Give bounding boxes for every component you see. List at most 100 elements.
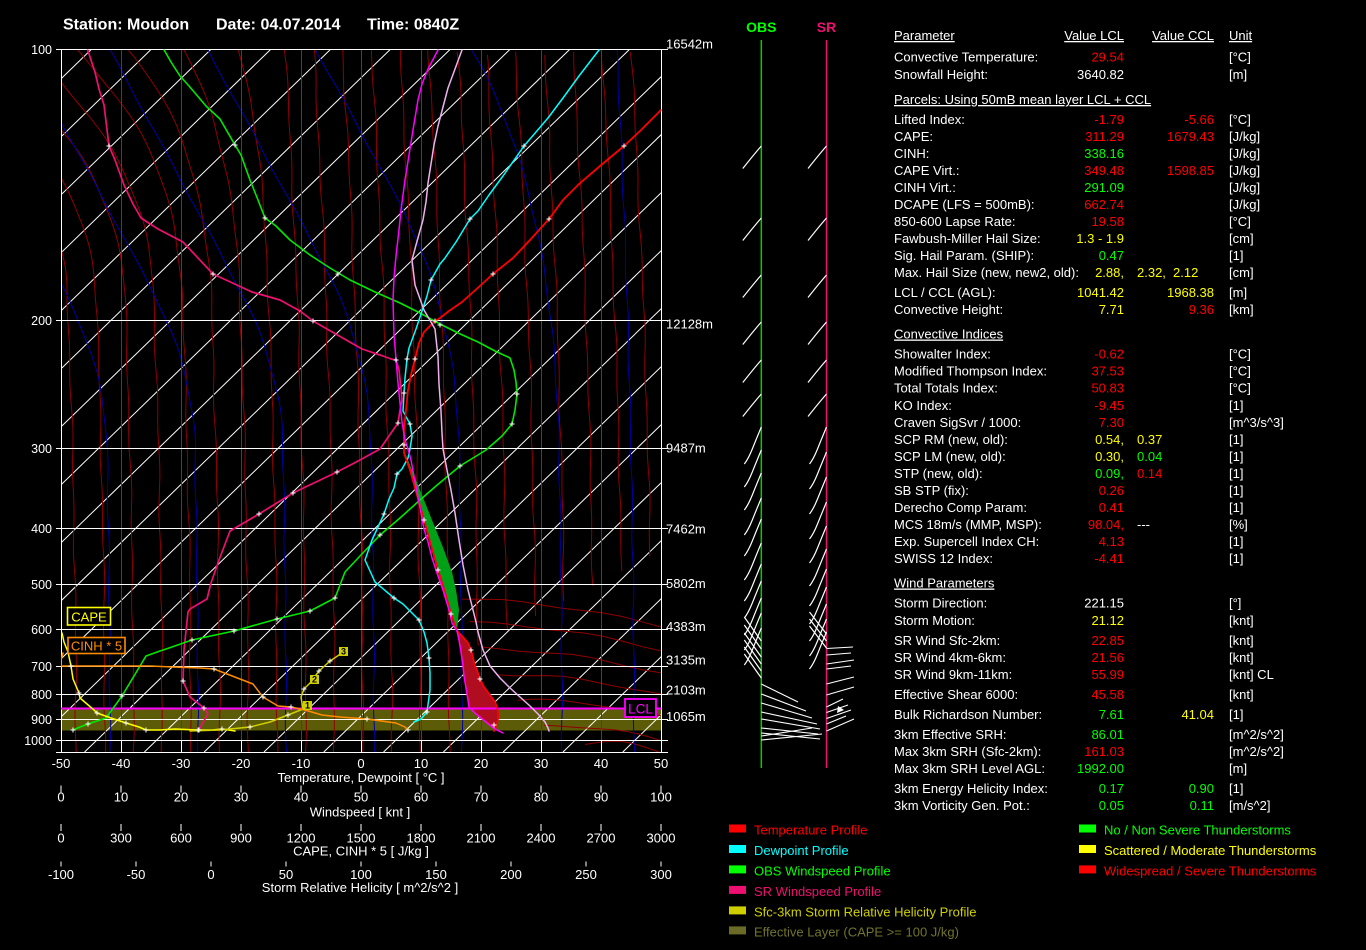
svg-text:[°C]: [°C]	[1229, 347, 1251, 362]
svg-text:2103m: 2103m	[666, 683, 706, 698]
svg-text:[m]: [m]	[1229, 67, 1247, 82]
svg-text:338.16: 338.16	[1084, 146, 1124, 161]
svg-text:[%]: [%]	[1229, 517, 1248, 532]
svg-text:SR Wind Sfc-2km:: SR Wind Sfc-2km:	[894, 633, 1000, 648]
svg-text:300: 300	[31, 442, 52, 456]
svg-text:45.58: 45.58	[1091, 687, 1124, 702]
svg-text:CAPE, CINH * 5 [ J/kg ]: CAPE, CINH * 5 [ J/kg ]	[293, 844, 429, 859]
svg-text:[m]: [m]	[1229, 285, 1247, 300]
svg-text:[1]: [1]	[1229, 707, 1243, 722]
svg-text:SB STP (fix):: SB STP (fix):	[894, 483, 969, 498]
svg-text:50: 50	[354, 790, 368, 805]
svg-text:-30: -30	[172, 756, 191, 771]
svg-text:SR Wind 9km-11km:: SR Wind 9km-11km:	[894, 667, 1012, 682]
svg-text:Unit: Unit	[1229, 28, 1253, 43]
svg-text:400: 400	[31, 522, 52, 536]
svg-text:Parameter: Parameter	[894, 28, 955, 43]
svg-text:Effective Layer (CAPE >= 100 J: Effective Layer (CAPE >= 100 J/kg)	[754, 924, 959, 939]
svg-text:Exp. Supercell Index CH:: Exp. Supercell Index CH:	[894, 534, 1039, 549]
svg-text:[J/kg]: [J/kg]	[1229, 146, 1260, 161]
svg-text:98.04,: 98.04,	[1088, 517, 1124, 532]
svg-text:Convective Temperature:: Convective Temperature:	[894, 50, 1038, 65]
svg-text:[km]: [km]	[1229, 302, 1254, 317]
svg-text:3000: 3000	[647, 831, 676, 846]
svg-text:22.85: 22.85	[1091, 633, 1124, 648]
svg-text:[J/kg]: [J/kg]	[1229, 180, 1260, 195]
svg-text:[cm]: [cm]	[1229, 231, 1254, 246]
svg-text:[cm]: [cm]	[1229, 265, 1254, 280]
svg-text:Max 3km SRH Level AGL:: Max 3km SRH Level AGL:	[894, 761, 1045, 776]
svg-text:Temperature Profile: Temperature Profile	[754, 823, 867, 838]
svg-text:311.29: 311.29	[1085, 129, 1124, 144]
svg-text:[1]: [1]	[1229, 398, 1243, 413]
svg-text:1000: 1000	[24, 734, 52, 748]
svg-text:86.01: 86.01	[1091, 727, 1124, 742]
svg-text:-10: -10	[292, 756, 311, 771]
svg-text:[°C]: [°C]	[1229, 364, 1251, 379]
svg-text:55.99: 55.99	[1091, 667, 1124, 682]
svg-text:Time: 0840Z: Time: 0840Z	[367, 17, 459, 34]
svg-text:0.37: 0.37	[1137, 432, 1162, 447]
svg-text:30: 30	[234, 790, 248, 805]
svg-text:-40: -40	[112, 756, 131, 771]
svg-text:[J/kg]: [J/kg]	[1229, 163, 1260, 178]
svg-text:2.32,: 2.32,	[1137, 265, 1166, 280]
svg-text:0.04: 0.04	[1137, 449, 1162, 464]
svg-text:DCAPE (LFS = 500mB):: DCAPE (LFS = 500mB):	[894, 197, 1035, 212]
svg-text:200: 200	[31, 314, 52, 328]
svg-text:Value CCL: Value CCL	[1152, 28, 1214, 43]
svg-text:CAPE: CAPE	[71, 610, 107, 625]
svg-text:21.56: 21.56	[1091, 650, 1124, 665]
svg-text:[J/kg]: [J/kg]	[1229, 129, 1260, 144]
svg-text:600: 600	[31, 623, 52, 637]
svg-text:SWISS 12 Index:: SWISS 12 Index:	[894, 551, 993, 566]
svg-text:-50: -50	[127, 867, 146, 882]
svg-text:0.90: 0.90	[1189, 781, 1214, 796]
svg-text:[°C]: [°C]	[1229, 50, 1251, 65]
svg-text:0.30,: 0.30,	[1095, 449, 1124, 464]
svg-text:Effective Shear 6000:: Effective Shear 6000:	[894, 687, 1018, 702]
svg-text:100: 100	[650, 790, 672, 805]
svg-text:0.54,: 0.54,	[1095, 432, 1124, 447]
svg-text:Showalter Index:: Showalter Index:	[894, 347, 991, 362]
svg-text:16542m: 16542m	[666, 37, 713, 52]
svg-text:[1]: [1]	[1229, 534, 1243, 549]
svg-text:Value LCL: Value LCL	[1064, 28, 1124, 43]
svg-text:60: 60	[414, 790, 428, 805]
svg-text:[knt]: [knt]	[1229, 613, 1254, 628]
svg-text:2.88,: 2.88,	[1095, 265, 1124, 280]
svg-text:[knt]: [knt]	[1229, 650, 1254, 665]
svg-text:21.12: 21.12	[1091, 613, 1124, 628]
svg-text:Date: 04.07.2014: Date: 04.07.2014	[216, 17, 341, 34]
svg-text:Convective Height:: Convective Height:	[894, 302, 1003, 317]
svg-text:0: 0	[207, 867, 214, 882]
svg-text:Lifted Index:: Lifted Index:	[894, 112, 965, 127]
svg-text:[1]: [1]	[1229, 449, 1243, 464]
svg-text:CINH * 5: CINH * 5	[71, 639, 122, 654]
svg-text:-0.62: -0.62	[1094, 347, 1124, 362]
svg-text:[1]: [1]	[1229, 551, 1243, 566]
svg-text:12128m: 12128m	[666, 317, 713, 332]
svg-text:200: 200	[500, 867, 522, 882]
svg-text:291.09: 291.09	[1084, 180, 1124, 195]
svg-text:Convective Indices: Convective Indices	[894, 327, 1004, 342]
svg-text:7462m: 7462m	[666, 522, 706, 537]
svg-text:[m^2/s^2]: [m^2/s^2]	[1229, 727, 1284, 742]
svg-text:5802m: 5802m	[666, 576, 706, 591]
svg-text:100: 100	[31, 43, 52, 57]
svg-text:SCP LM (new, old):: SCP LM (new, old):	[894, 449, 1006, 464]
svg-text:[°C]: [°C]	[1229, 214, 1251, 229]
svg-text:4.13: 4.13	[1099, 534, 1124, 549]
svg-text:20: 20	[474, 756, 488, 771]
svg-text:SCP RM (new, old):: SCP RM (new, old):	[894, 432, 1008, 447]
svg-text:SR Wind 4km-6km:: SR Wind 4km-6km:	[894, 650, 1006, 665]
svg-text:0: 0	[57, 831, 64, 846]
svg-text:2.12: 2.12	[1173, 265, 1198, 280]
svg-text:0.47: 0.47	[1099, 248, 1124, 263]
svg-text:Windspeed [ knt ]: Windspeed [ knt ]	[310, 805, 410, 820]
svg-text:161.03: 161.03	[1084, 744, 1124, 759]
svg-text:CAPE:: CAPE:	[894, 129, 933, 144]
svg-text:[knt] CL: [knt] CL	[1229, 667, 1274, 682]
svg-text:Storm Relative Helicity [ m^2: Storm Relative Helicity [ m^2/s^2 ]	[262, 880, 458, 895]
svg-text:Dewpoint Profile: Dewpoint Profile	[754, 843, 849, 858]
